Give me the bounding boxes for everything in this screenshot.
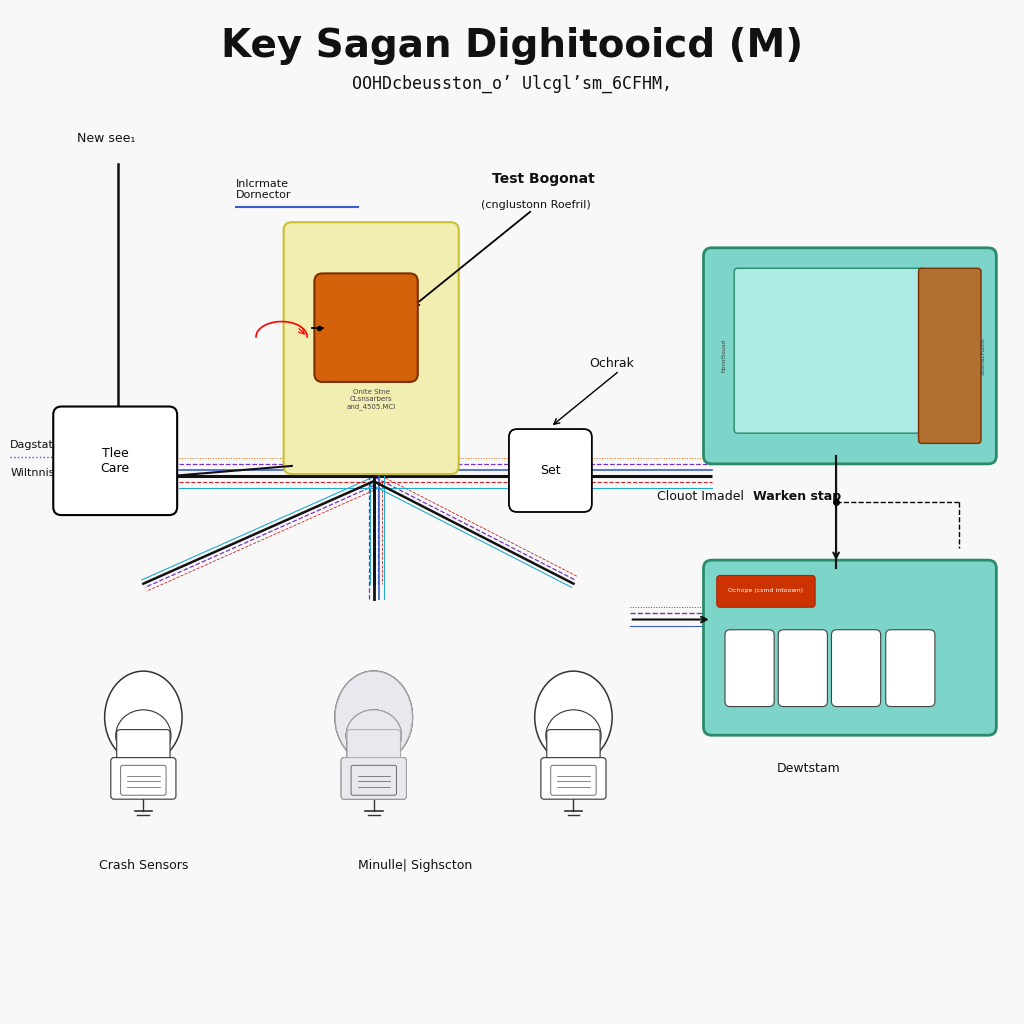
FancyBboxPatch shape (703, 560, 996, 735)
Text: Dagstater: Dagstater (10, 440, 66, 451)
FancyBboxPatch shape (53, 407, 177, 515)
Text: Wiltnnist: Wiltnnist (10, 468, 59, 478)
FancyBboxPatch shape (831, 630, 881, 707)
Ellipse shape (546, 710, 601, 762)
Text: New see₁: New see₁ (77, 132, 135, 144)
Text: Minulle| Sighscton: Minulle| Sighscton (357, 859, 472, 871)
Ellipse shape (346, 710, 401, 762)
FancyBboxPatch shape (541, 758, 606, 799)
FancyBboxPatch shape (347, 730, 400, 767)
Text: Test Bogonat: Test Bogonat (492, 172, 594, 186)
Text: Warken stap: Warken stap (753, 490, 841, 503)
Text: Key Sagan Dighitooicd (M): Key Sagan Dighitooicd (M) (221, 27, 803, 66)
Text: Set: Set (540, 464, 561, 477)
Text: Crash Sensors: Crash Sensors (98, 859, 188, 871)
Ellipse shape (535, 671, 612, 763)
FancyBboxPatch shape (111, 758, 176, 799)
Ellipse shape (335, 671, 413, 763)
Text: Ochrak: Ochrak (589, 357, 634, 370)
FancyBboxPatch shape (347, 730, 400, 767)
FancyBboxPatch shape (778, 630, 827, 707)
Text: Clouot Imadel: Clouot Imadel (657, 490, 743, 503)
Text: Tlee
Care: Tlee Care (100, 446, 130, 475)
FancyBboxPatch shape (284, 222, 459, 474)
FancyBboxPatch shape (703, 248, 996, 464)
Text: Inlcrmate
Dornector: Inlcrmate Dornector (236, 178, 291, 201)
Text: OOHDcbeusston_o’ Ulcgl’sm_6CFHM,: OOHDcbeusston_o’ Ulcgl’sm_6CFHM, (352, 75, 672, 93)
Text: Dewtstam: Dewtstam (776, 762, 841, 774)
FancyBboxPatch shape (509, 429, 592, 512)
FancyBboxPatch shape (717, 575, 815, 607)
Ellipse shape (116, 710, 171, 762)
FancyBboxPatch shape (341, 758, 407, 799)
FancyBboxPatch shape (886, 630, 935, 707)
Ellipse shape (104, 671, 182, 763)
FancyBboxPatch shape (734, 268, 925, 433)
FancyBboxPatch shape (919, 268, 981, 443)
Ellipse shape (346, 710, 401, 762)
FancyBboxPatch shape (547, 730, 600, 767)
FancyBboxPatch shape (314, 273, 418, 382)
Ellipse shape (335, 671, 413, 763)
Text: NonolSouad: NonolSouad (722, 339, 726, 373)
Text: XNanaLPuNfR: XNanaLPuNfR (981, 337, 985, 375)
FancyBboxPatch shape (341, 758, 407, 799)
Text: Onlte Stne
CLsnsarbers
and_4505.MCI: Onlte Stne CLsnsarbers and_4505.MCI (346, 389, 396, 410)
FancyBboxPatch shape (725, 630, 774, 707)
Text: (cnglustonn Roefril): (cnglustonn Roefril) (481, 200, 591, 210)
Text: Ochope (csmd intoown): Ochope (csmd intoown) (728, 589, 804, 593)
FancyBboxPatch shape (117, 730, 170, 767)
